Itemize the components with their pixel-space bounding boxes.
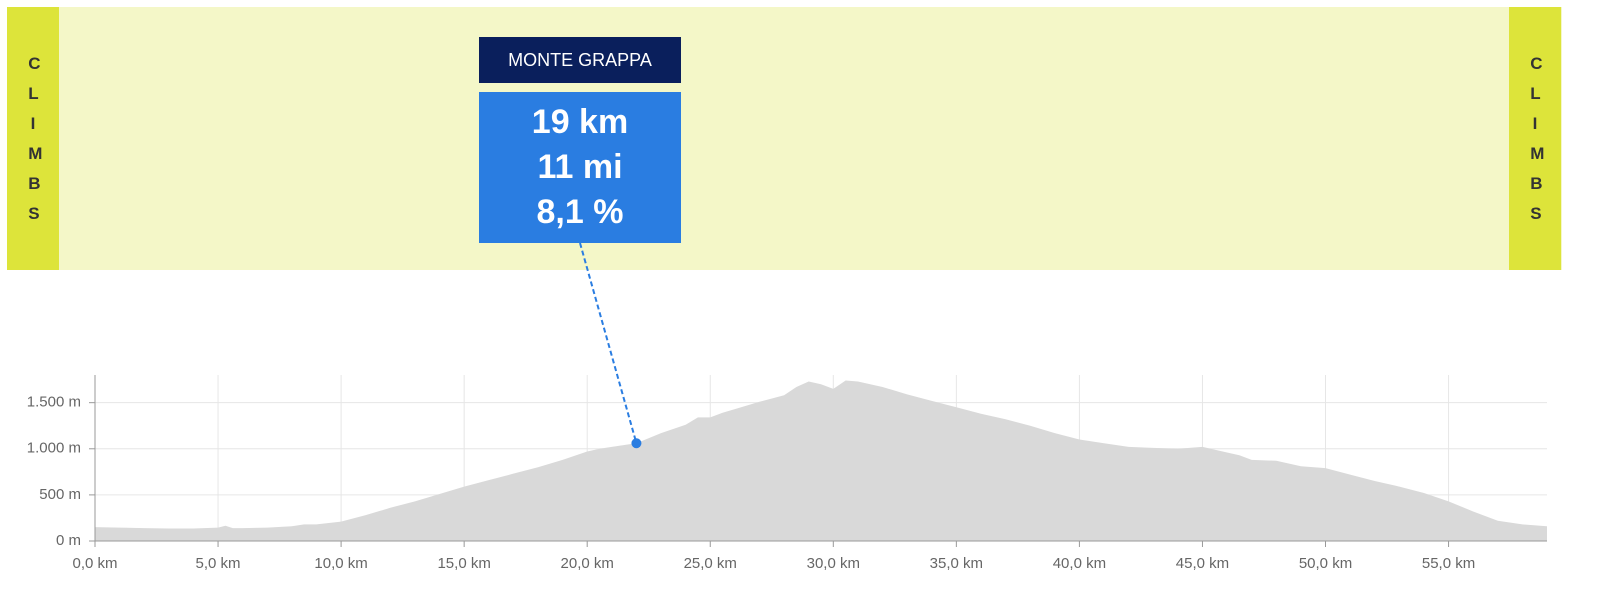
y-tick-label: 0 m [56, 532, 81, 549]
climb-length-mi: 11 mi [537, 148, 623, 186]
x-tick-label: 40,0 km [1053, 555, 1106, 572]
x-tick-label: 10,0 km [314, 555, 367, 572]
y-tick-label: 1.500 m [27, 394, 81, 411]
x-tick-label: 35,0 km [930, 555, 983, 572]
x-tick-label: 20,0 km [561, 555, 614, 572]
annotation-leader [579, 242, 638, 444]
x-tick-label: 0,0 km [72, 555, 117, 572]
climb-gradient: 8,1 % [536, 193, 624, 231]
climbs-band [7, 7, 1562, 270]
climb-point [631, 438, 642, 449]
climb-info: 19 km 11 mi 8,1 % [479, 92, 681, 243]
y-tick-label: 1.000 m [27, 440, 81, 457]
x-tick-label: 25,0 km [684, 555, 737, 572]
y-tick-label: 500 m [39, 486, 81, 503]
x-tick-label: 30,0 km [807, 555, 860, 572]
climbs-side: CLIMBS [1509, 7, 1561, 270]
x-tick-label: 50,0 km [1299, 555, 1352, 572]
x-tick-label: 45,0 km [1176, 555, 1229, 572]
climbs-side: CLIMBS [7, 7, 59, 270]
climb-length-km: 19 km [531, 103, 629, 141]
x-tick-label: 5,0 km [196, 555, 241, 572]
x-tick-label: 15,0 km [437, 555, 490, 572]
climb-title: MONTE GRAPPA [479, 37, 681, 83]
x-tick-label: 55,0 km [1422, 555, 1475, 572]
elevation-area [95, 380, 1547, 541]
